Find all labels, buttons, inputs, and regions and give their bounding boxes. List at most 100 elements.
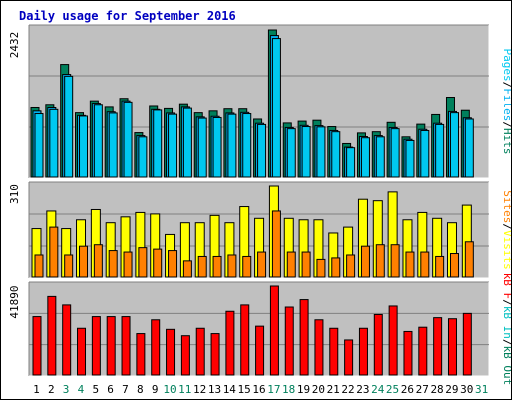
bar-sites bbox=[271, 210, 281, 278]
day-label: 9 bbox=[152, 383, 159, 396]
bar-pages bbox=[123, 101, 133, 178]
bar-kb-in bbox=[284, 306, 294, 376]
bar-pages bbox=[286, 128, 296, 178]
bar-pages bbox=[79, 115, 89, 178]
bar-pages bbox=[153, 109, 163, 178]
bar-kb-in bbox=[403, 330, 413, 376]
legend-visits-sites-sites: Sites bbox=[501, 190, 511, 223]
legend-hits-files-pages: Pages/Files/Hits bbox=[501, 49, 511, 155]
day-label: 28 bbox=[430, 383, 443, 396]
ytick-label-hits: 2432 bbox=[8, 32, 21, 59]
chart-title: Daily usage for September 2016 bbox=[19, 9, 236, 23]
legend-visits-sites-visits: Visits bbox=[501, 230, 511, 270]
bar-kb-in bbox=[77, 327, 87, 376]
bar-kb-in bbox=[47, 295, 57, 376]
bar-sites bbox=[346, 254, 356, 278]
bar-pages bbox=[34, 113, 44, 178]
day-label: 13 bbox=[208, 383, 221, 396]
day-label: 12 bbox=[193, 383, 206, 396]
bar-sites bbox=[168, 250, 178, 278]
bar-kb-in bbox=[269, 285, 279, 376]
bar-sites bbox=[435, 255, 445, 278]
bar-sites bbox=[212, 255, 222, 278]
bar-kb-in bbox=[151, 319, 161, 376]
bar-pages bbox=[168, 113, 178, 178]
bar-pages bbox=[212, 116, 222, 178]
day-label: 24 bbox=[371, 383, 385, 396]
day-label: 11 bbox=[178, 383, 191, 396]
legend-visits-sites: Sites/Visits bbox=[501, 190, 511, 270]
legend-kb-separator: / bbox=[501, 339, 511, 346]
bar-pages bbox=[301, 126, 311, 178]
bar-kb-in bbox=[106, 316, 116, 376]
bar-sites bbox=[49, 226, 59, 278]
bar-kb-in bbox=[225, 310, 235, 376]
day-label: 20 bbox=[312, 383, 325, 396]
legend-hits-files-pages-hits: Hits bbox=[501, 128, 511, 155]
bar-pages bbox=[271, 38, 281, 178]
day-label: 2 bbox=[48, 383, 55, 396]
bar-kb-in bbox=[136, 333, 146, 376]
bar-kb-in bbox=[166, 328, 176, 376]
legend-kb-separator: / bbox=[501, 299, 511, 306]
bar-sites bbox=[79, 245, 89, 278]
bar-sites bbox=[242, 255, 252, 278]
day-label: 19 bbox=[297, 383, 310, 396]
bar-sites bbox=[449, 253, 459, 278]
bar-pages bbox=[435, 123, 445, 178]
day-label: 6 bbox=[107, 383, 114, 396]
ytick-label-visits: 310 bbox=[8, 184, 21, 204]
bar-kb-in bbox=[91, 316, 101, 376]
day-label: 17 bbox=[267, 383, 280, 396]
day-label: 23 bbox=[356, 383, 369, 396]
bar-sites bbox=[123, 251, 133, 278]
legend-hits-files-pages-pages: Pages bbox=[501, 49, 511, 82]
legend-hits-files-pages-separator: / bbox=[501, 121, 511, 128]
bar-pages bbox=[197, 117, 207, 178]
bar-sites bbox=[197, 255, 207, 278]
bar-sites bbox=[138, 247, 148, 278]
bar-kb-in bbox=[121, 316, 131, 376]
bar-kb-in bbox=[388, 305, 398, 376]
bar-kb-in bbox=[433, 317, 443, 376]
bar-pages bbox=[420, 129, 430, 178]
bar-pages bbox=[331, 131, 341, 178]
bar-sites bbox=[64, 254, 74, 278]
bar-pages bbox=[375, 136, 385, 178]
day-label: 27 bbox=[416, 383, 429, 396]
bar-kb-in bbox=[299, 299, 309, 376]
bar-kb-in bbox=[210, 333, 220, 376]
bar-pages bbox=[405, 139, 415, 178]
bar-sites bbox=[153, 248, 163, 278]
day-label: 25 bbox=[386, 383, 399, 396]
day-label: 8 bbox=[137, 383, 144, 396]
bar-kb-in bbox=[180, 335, 190, 376]
bar-sites bbox=[257, 251, 267, 278]
day-label: 26 bbox=[401, 383, 414, 396]
day-label: 15 bbox=[238, 383, 251, 396]
bar-pages bbox=[316, 126, 326, 178]
bar-kb-in bbox=[447, 318, 457, 376]
day-label: 16 bbox=[252, 383, 265, 396]
day-label: 7 bbox=[122, 383, 129, 396]
bar-sites bbox=[464, 241, 474, 278]
bar-sites bbox=[360, 245, 370, 278]
legend-visits-sites-separator: / bbox=[501, 223, 511, 230]
bar-kb-in bbox=[462, 312, 472, 376]
bar-pages bbox=[242, 113, 252, 178]
bar-kb-in bbox=[358, 327, 368, 376]
bar-kb-in bbox=[62, 304, 72, 376]
bar-kb-in bbox=[329, 327, 339, 376]
bar-sites bbox=[375, 244, 385, 278]
day-label: 1 bbox=[33, 383, 40, 396]
day-label: 31 bbox=[475, 383, 488, 396]
bar-sites bbox=[301, 251, 311, 278]
legend-hits-files-pages-separator: / bbox=[501, 82, 511, 89]
bar-kb-in bbox=[255, 325, 265, 376]
bar-pages bbox=[464, 118, 474, 178]
bar-sites bbox=[227, 254, 237, 278]
bar-pages bbox=[449, 112, 459, 178]
bar-pages bbox=[390, 128, 400, 178]
bar-sites bbox=[108, 250, 118, 278]
